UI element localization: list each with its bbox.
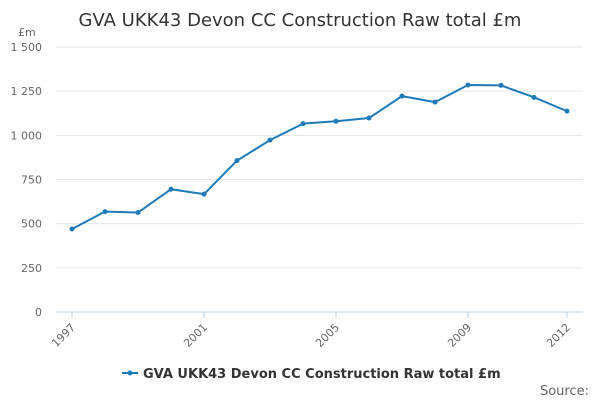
x-tick-label: 2009 <box>445 321 474 350</box>
x-tick-label: 2001 <box>181 321 210 350</box>
x-tick-label: 2012 <box>544 321 573 350</box>
y-tick-label: 750 <box>21 174 42 187</box>
y-axis-ticks: 0 250 500 750 1 000 1 250 1 500 <box>11 41 43 319</box>
legend-point-marker <box>127 370 133 376</box>
source-label: Source: <box>540 384 589 399</box>
data-point[interactable] <box>168 186 174 192</box>
y-tick-label: 1 250 <box>11 85 43 98</box>
x-tick-label: 2005 <box>313 321 342 350</box>
data-point[interactable] <box>564 108 570 114</box>
x-axis: 1997 2001 2005 2009 2012 <box>49 311 583 350</box>
chart-title: GVA UKK43 Devon CC Construction Raw tota… <box>79 10 522 31</box>
data-point[interactable] <box>201 191 207 197</box>
y-axis-unit-label: £m <box>18 26 36 39</box>
legend[interactable]: GVA UKK43 Devon CC Construction Raw tota… <box>122 367 501 382</box>
y-tick-label: 1 000 <box>11 129 43 142</box>
legend-series-label: GVA UKK43 Devon CC Construction Raw tota… <box>143 367 501 382</box>
y-tick-label: 0 <box>35 306 42 319</box>
data-point[interactable] <box>366 115 372 121</box>
data-point[interactable] <box>267 137 273 143</box>
y-tick-label: 1 500 <box>11 41 43 54</box>
data-point[interactable] <box>399 93 405 99</box>
data-point[interactable] <box>102 209 108 215</box>
data-point[interactable] <box>465 82 471 88</box>
gridlines <box>56 46 583 269</box>
x-tick-label: 1997 <box>49 321 78 350</box>
data-point[interactable] <box>135 210 141 216</box>
data-point[interactable] <box>432 99 438 105</box>
series-layer <box>69 82 570 232</box>
data-point[interactable] <box>333 118 339 124</box>
data-point[interactable] <box>69 226 75 232</box>
y-tick-label: 250 <box>21 262 42 275</box>
data-point[interactable] <box>531 94 537 100</box>
series-line[interactable] <box>71 83 568 230</box>
data-point[interactable] <box>234 158 240 164</box>
data-point[interactable] <box>498 82 504 88</box>
y-tick-label: 500 <box>21 218 42 231</box>
data-point[interactable] <box>300 121 306 127</box>
